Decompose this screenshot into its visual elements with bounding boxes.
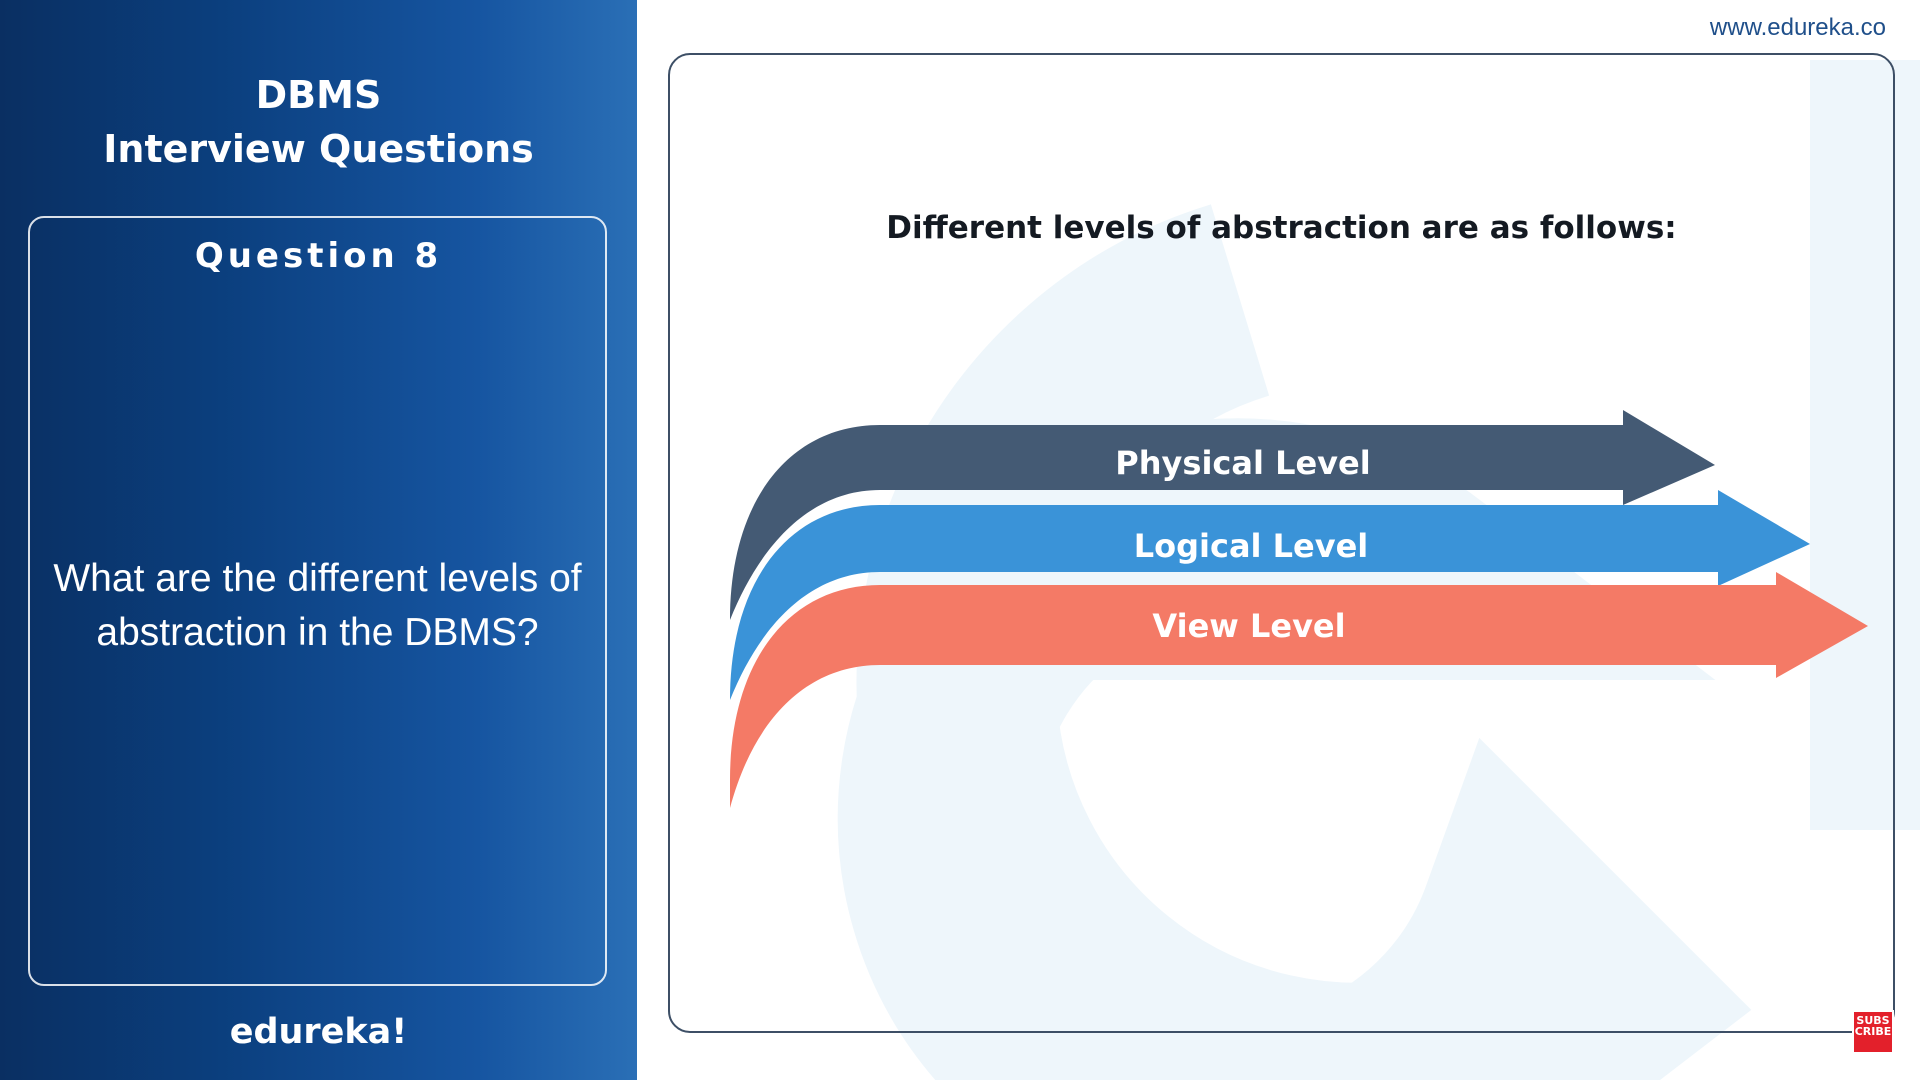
- question-text: What are the different levels of abstrac…: [53, 557, 582, 654]
- site-url: www.edureka.co: [1709, 14, 1886, 41]
- content-card: [668, 53, 1895, 1033]
- physical-level-arrow: [730, 410, 1715, 620]
- deck-title: DBMS Interview Questions: [0, 68, 637, 176]
- left-title-panel: DBMS Interview Questions Question 8 What…: [0, 0, 637, 1080]
- logical-level-arrow: [730, 490, 1810, 700]
- edureka-logo: edureka!: [229, 1012, 408, 1052]
- slide-heading: Different levels of abstraction are as f…: [886, 210, 1677, 246]
- logical-level-label: Logical Level: [1133, 527, 1369, 565]
- question-number: Question 8: [194, 236, 443, 276]
- deck-title-line1: DBMS: [255, 73, 382, 117]
- view-level-label: View Level: [1152, 607, 1346, 645]
- physical-level-label: Physical Level: [1115, 444, 1371, 482]
- subscribe-button[interactable]: SUBS CRIBE: [1852, 1010, 1894, 1054]
- question-card: [28, 216, 607, 986]
- view-level-arrow: [730, 572, 1868, 808]
- deck-title-line2: Interview Questions: [103, 127, 534, 171]
